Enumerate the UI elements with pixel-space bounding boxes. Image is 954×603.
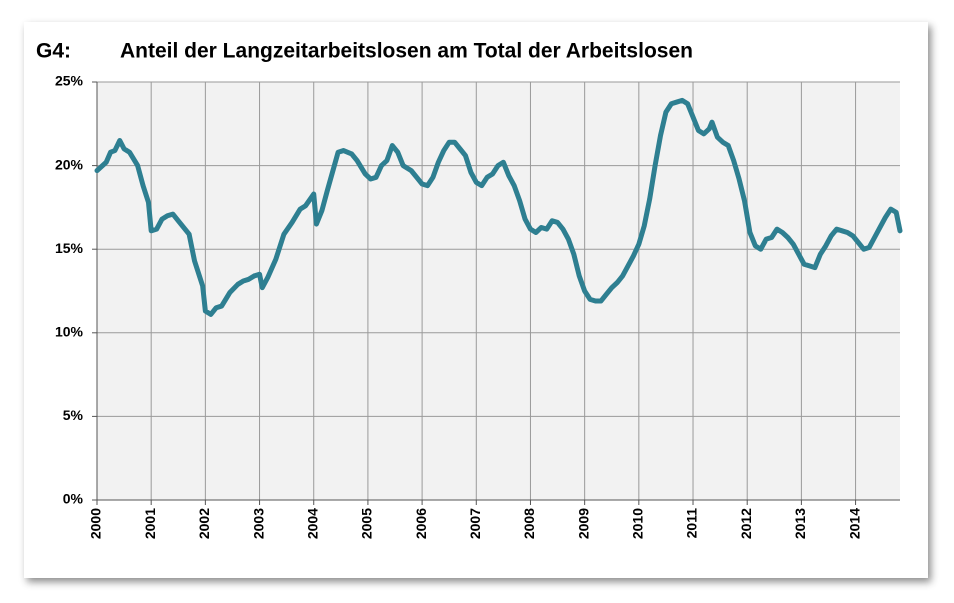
- y-tick-label: 15%: [55, 240, 84, 256]
- x-tick-label: 2012: [738, 508, 754, 539]
- x-tick-label: 2007: [467, 508, 483, 539]
- x-tick-label: 2009: [575, 508, 591, 539]
- y-tick-label: 10%: [55, 324, 84, 340]
- y-tick-label: 20%: [55, 156, 84, 172]
- x-tick-label: 2001: [142, 508, 158, 539]
- x-tick-label: 2000: [88, 508, 104, 539]
- x-tick-label: 2002: [196, 508, 212, 539]
- y-tick-label: 0%: [63, 491, 84, 507]
- x-tick-label: 2005: [359, 508, 375, 539]
- plot-area: [97, 82, 900, 500]
- chart-label: G4:: [36, 40, 71, 63]
- x-tick-label: 2013: [792, 508, 808, 539]
- x-tick-label: 2003: [250, 508, 266, 539]
- x-tick-label: 2014: [846, 508, 862, 539]
- x-tick-label: 2011: [684, 508, 700, 539]
- y-tick-label: 25%: [55, 73, 84, 89]
- x-tick-label: 2006: [413, 508, 429, 539]
- x-tick-label: 2004: [304, 508, 320, 539]
- line: [94, 97, 903, 317]
- chart-title: Anteil der Langzeitarbeitslosen am Total…: [120, 40, 693, 63]
- x-tick-label: 2008: [521, 508, 537, 539]
- x-tick-label: 2010: [630, 508, 646, 539]
- y-tick-label: 5%: [63, 407, 84, 423]
